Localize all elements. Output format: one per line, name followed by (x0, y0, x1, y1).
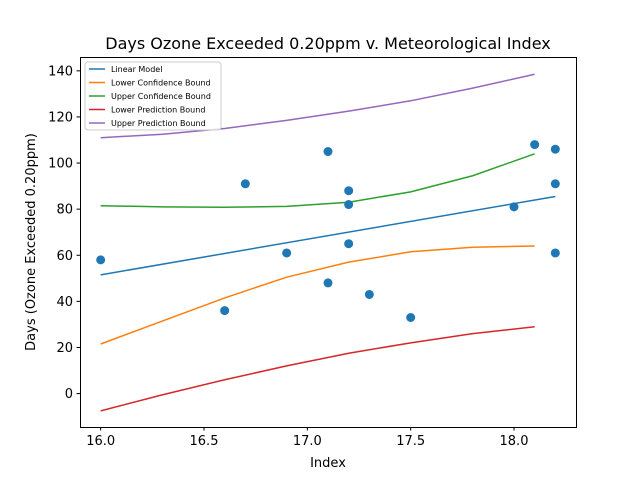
legend-frame (84, 61, 222, 131)
y-tick-label: 0 (65, 387, 73, 402)
y-tick-label: 80 (56, 203, 73, 218)
y-tick-label: 60 (56, 249, 73, 264)
series-line-4 (100, 73, 535, 139)
x-axis-label: Index (310, 456, 346, 471)
legend-entry-2: Upper Confidence Bound (111, 92, 211, 101)
legend-entry-3: Lower Prediction Bound (111, 106, 205, 115)
y-axis: 0 20 40 60 80 100 120 140 (48, 64, 80, 402)
data-point (364, 289, 374, 299)
data-point (344, 186, 354, 196)
series-line-0 (100, 195, 556, 276)
legend-entry-1: Lower Confidence Bound (111, 79, 211, 88)
data-point (509, 202, 519, 212)
data-point (240, 179, 250, 189)
data-point (530, 140, 540, 150)
data-point (323, 147, 333, 157)
series-lines (100, 73, 556, 412)
data-point (344, 200, 354, 210)
y-tick-label: 120 (48, 110, 73, 125)
data-point (550, 144, 560, 154)
data-point (344, 239, 354, 249)
legend-entry-4: Upper Prediction Bound (111, 119, 206, 128)
x-tick-label: 17.5 (396, 434, 425, 449)
y-tick-label: 140 (48, 64, 73, 79)
data-point (220, 306, 230, 316)
data-point (282, 248, 292, 258)
y-tick-label: 40 (56, 295, 73, 310)
data-point (406, 313, 416, 322)
y-tick-label: 20 (56, 341, 73, 356)
legend: Linear Model Lower Confidence Bound Upper … (84, 61, 222, 131)
series-line-1 (100, 245, 535, 345)
chart-title: Days Ozone Exceeded 0.20ppm v. Meteorolo… (105, 34, 550, 53)
y-tick-label: 100 (48, 157, 73, 172)
x-axis: 16.0 16.5 17.0 17.5 18.0 (86, 427, 528, 449)
scatter-points (96, 140, 560, 322)
data-point (550, 179, 560, 189)
data-point (323, 278, 333, 288)
data-point (96, 255, 106, 265)
x-tick-label: 18.0 (500, 434, 529, 449)
plot-frame (80, 57, 577, 428)
x-tick-label: 16.0 (86, 434, 115, 449)
x-tick-label: 17.0 (293, 434, 322, 449)
y-axis-label: Days (Ozone Exceeded 0.20ppm) (24, 133, 39, 351)
legend-entry-0: Linear Model (111, 65, 162, 74)
x-tick-label: 16.5 (190, 434, 219, 449)
series-line-2 (100, 153, 535, 209)
data-point (550, 248, 560, 258)
series-line-3 (100, 325, 535, 412)
